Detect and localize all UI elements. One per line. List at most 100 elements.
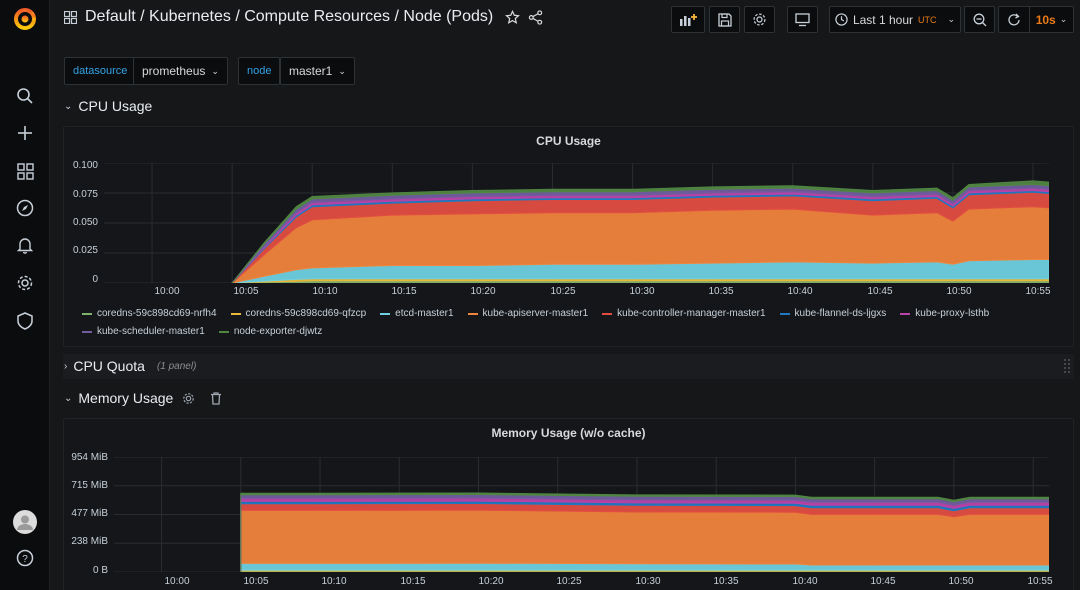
dashboards-icon[interactable] [0,156,50,186]
star-icon[interactable] [505,9,521,25]
zoom-out-icon [973,13,986,26]
save-dashboard-button[interactable] [709,6,740,33]
panel-title[interactable]: Memory Usage (w/o cache) [491,426,646,440]
legend-swatch [82,330,92,333]
series-area-kube-apiserver-master1[interactable] [240,509,1049,572]
legend-swatch [218,330,229,333]
legend-item[interactable]: node-exporter-djwtz [218,326,322,337]
legend-swatch [467,312,478,315]
x-tick-label: 10:30 [629,286,655,297]
refresh-icon [1008,13,1020,25]
variable-label-node: node [238,57,281,85]
y-tick-label: 0.025 [72,245,98,256]
time-range-label: Last 1 hour [852,12,913,27]
x-tick-label: 10:20 [478,576,504,587]
dashboard-settings-button[interactable] [744,6,775,33]
monitor-icon [795,12,810,26]
legend-item[interactable]: kube-apiserver-master1 [467,308,589,319]
x-tick-label: 10:55 [1025,286,1051,297]
alerting-bell-icon[interactable] [0,230,50,260]
x-tick-label: 10:00 [154,286,180,297]
share-icon[interactable] [528,9,543,25]
x-tick-label: 10:10 [312,286,338,297]
row-title: CPU Usage [78,98,153,114]
row-cpu-usage[interactable]: ⌄ CPU Usage [64,98,152,114]
refresh-interval-label: 10s [1035,12,1056,27]
cpu-legend-row-2: kube-scheduler-master1 node-exporter-djw… [82,326,322,337]
series-area-node-exporter-djwtz[interactable] [240,492,1049,572]
timezone-label: UTC [918,14,937,25]
variable-select-node[interactable]: master1 ⌄ [280,57,355,85]
time-picker-button[interactable]: Last 1 hour UTC ⌄ [829,6,961,33]
cpu-usage-chart[interactable] [104,163,1049,283]
plus-icon[interactable] [0,118,50,148]
x-tick-label: 10:00 [164,576,190,587]
x-tick-label: 10:05 [233,286,259,297]
legend-label: etcd-master1 [395,308,454,319]
legend-item[interactable]: coredns-59c898cd69-qfzcp [230,308,367,319]
legend-item[interactable]: kube-controller-manager-master1 [602,308,766,319]
legend-swatch [900,312,911,315]
x-tick-label: 10:35 [708,286,734,297]
server-admin-shield-icon[interactable] [0,306,50,336]
refresh-interval-picker[interactable]: 10s ⌄ [1029,6,1074,33]
breadcrumb[interactable]: Default / Kubernetes / Compute Resources… [85,8,494,25]
x-tick-label: 10:45 [870,576,896,587]
cycle-view-mode-button[interactable] [787,6,818,33]
svg-text:?: ? [22,554,28,565]
y-tick-label: 238 MiB [71,536,108,547]
legend-label: coredns-59c898cd69-qfzcp [245,308,367,319]
explore-compass-icon[interactable] [0,193,50,223]
memory-usage-chart[interactable] [114,457,1049,572]
row-cpu-quota[interactable]: › CPU Quota (1 panel) [64,358,196,374]
add-panel-button[interactable] [671,6,705,33]
variable-select-datasource[interactable]: prometheus ⌄ [133,57,228,85]
x-tick-label: 10:45 [867,286,893,297]
zoom-out-button[interactable] [964,6,995,33]
dashboards-grid-icon[interactable] [64,10,77,24]
variable-label-datasource: datasource [64,57,137,85]
legend-label: kube-apiserver-master1 [482,308,589,319]
legend-item[interactable]: etcd-master1 [380,308,454,319]
clock-icon [835,13,848,26]
memory-usage-panel: Memory Usage (w/o cache) 954 MiB 715 MiB… [63,418,1074,590]
legend-item[interactable]: kube-flannel-ds-ljgxs [779,308,887,319]
panel-title[interactable]: CPU Usage [536,134,601,148]
chevron-down-icon: ⌄ [211,65,219,76]
chevron-down-icon: ⌄ [64,392,73,404]
legend-label: kube-proxy-lsthb [915,308,990,319]
row-drag-handle-icon[interactable] [1063,358,1071,379]
variable-value-node: master1 [289,64,333,78]
row-memory-usage[interactable]: ⌄ Memory Usage [64,390,173,406]
help-question-icon[interactable]: ? [0,543,50,573]
row-settings-gear-icon[interactable] [182,392,195,410]
cpu-legend-row-1: coredns-59c898cd69-nrfh4 coredns-59c898c… [82,308,989,319]
legend-item[interactable]: kube-proxy-lsthb [900,308,989,319]
legend-item[interactable]: coredns-59c898cd69-nrfh4 [82,308,217,319]
x-tick-label: 10:55 [1027,576,1053,587]
series-area-node-exporter-djwtz[interactable] [231,180,1049,283]
grafana-logo[interactable] [0,4,50,34]
legend-swatch [230,312,241,315]
x-tick-label: 10:40 [792,576,818,587]
refresh-button[interactable] [998,6,1029,33]
x-tick-label: 10:30 [635,576,661,587]
row-delete-trash-icon[interactable] [210,392,222,410]
top-navbar: Default / Kubernetes / Compute Resources… [50,0,1080,40]
legend-item[interactable]: kube-scheduler-master1 [82,326,205,337]
legend-label: kube-flannel-ds-ljgxs [794,308,887,319]
configuration-gear-icon[interactable] [0,268,50,298]
save-icon [717,12,732,27]
user-avatar-icon[interactable] [0,507,50,537]
legend-swatch [602,312,613,315]
x-tick-label: 10:15 [391,286,417,297]
row-cpu-quota-bar [63,354,1074,379]
x-tick-label: 10:35 [713,576,739,587]
search-icon[interactable] [0,81,50,111]
sidebar: ? [0,0,50,590]
x-tick-label: 10:10 [321,576,347,587]
x-tick-label: 10:40 [787,286,813,297]
x-tick-label: 10:50 [946,286,972,297]
x-tick-label: 10:20 [470,286,496,297]
legend-label: kube-controller-manager-master1 [617,308,766,319]
